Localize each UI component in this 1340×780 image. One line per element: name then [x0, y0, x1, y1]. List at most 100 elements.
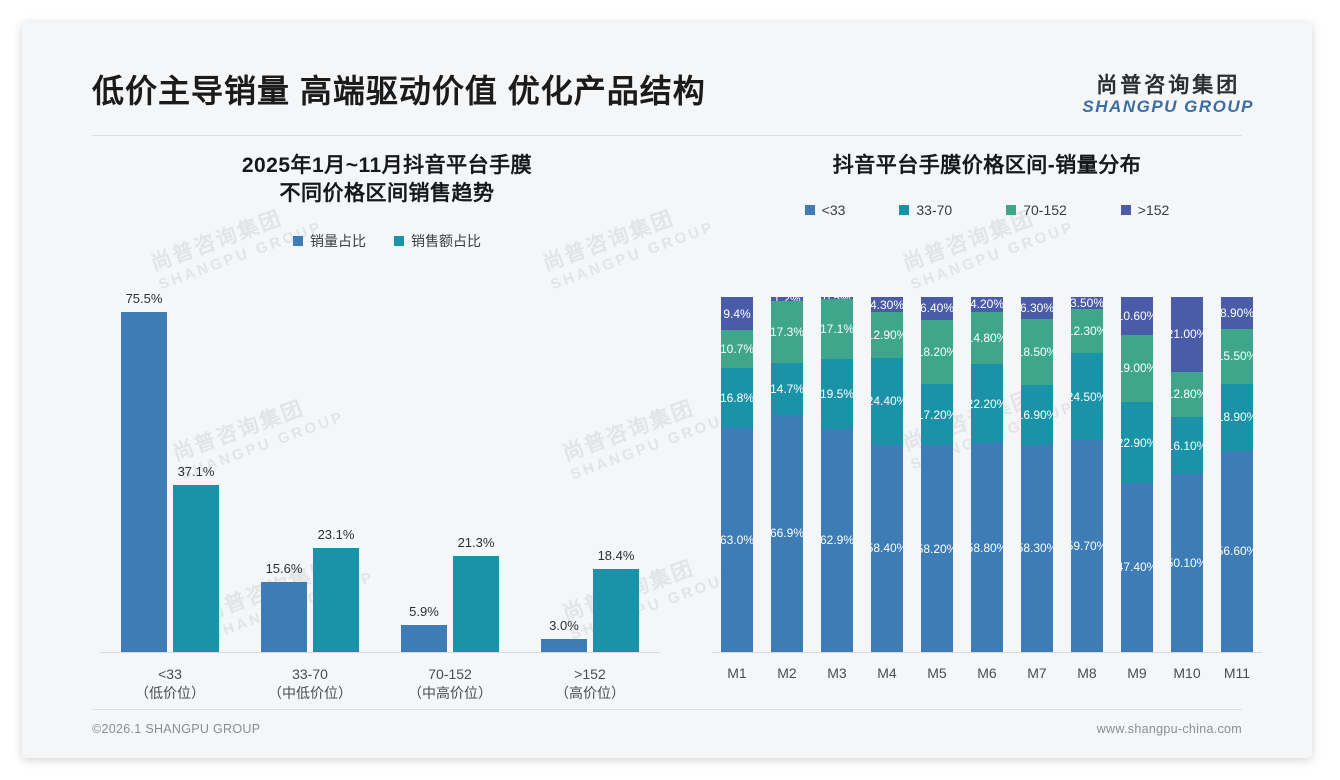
segment-value-label: 19.00%	[1121, 361, 1153, 376]
stacked-segment[interactable]: 56.60%	[1221, 450, 1253, 652]
stacked-segment[interactable]: 14.80%	[971, 311, 1003, 365]
bar-rect[interactable]	[593, 569, 639, 652]
bar-rect[interactable]	[541, 638, 587, 652]
stacked-segment[interactable]: 18.20%	[921, 319, 953, 385]
segment-value-label: 22.90%	[1121, 435, 1153, 450]
stacked-segment[interactable]: 17.1%	[821, 298, 853, 360]
stacked-bar[interactable]: 3.50% 12.30% 24.50% 59.70%	[1071, 297, 1103, 652]
stacked-segment[interactable]: 66.9%	[771, 414, 803, 653]
stacked-segment[interactable]: 12.30%	[1071, 309, 1103, 354]
segment-value-label: 10.60%	[1121, 308, 1153, 323]
stacked-segment[interactable]: 3.50%	[1071, 297, 1103, 310]
stacked-segment[interactable]: 22.20%	[971, 364, 1003, 444]
stacked-segment[interactable]: 17.3%	[771, 301, 803, 363]
stacked-segment[interactable]: 58.80%	[971, 443, 1003, 652]
stacked-segment[interactable]: 9.4%	[721, 297, 753, 331]
bar-rect[interactable]	[173, 485, 219, 652]
category-label: >152 （高价位）	[520, 665, 660, 703]
stacked-segment[interactable]: 8.90%	[1221, 297, 1253, 329]
bar-column[interactable]: 21.3%	[453, 292, 499, 652]
category-label-range: 33-70	[292, 666, 328, 682]
stacked-segment[interactable]: 16.90%	[1021, 385, 1053, 446]
legend-right-item[interactable]: 70-152	[1006, 202, 1067, 218]
category-label-tier: （高价位）	[555, 684, 625, 701]
stacked-segment[interactable]: 10.7%	[721, 330, 753, 369]
stacked-segment[interactable]: 50.10%	[1171, 474, 1203, 652]
stacked-bar[interactable]: 10.60% 19.00% 22.90% 47.40%	[1121, 297, 1153, 652]
bar-rect[interactable]	[401, 625, 447, 652]
stacked-segment[interactable]: 58.20%	[921, 445, 953, 652]
segment-value-label: 63.0%	[721, 532, 753, 547]
stacked-segment[interactable]: 6.30%	[1021, 297, 1053, 320]
stacked-segment[interactable]: 21.00%	[1171, 297, 1203, 372]
category-label-tier: （中低价位）	[268, 684, 352, 701]
stacked-segment[interactable]: 15.50%	[1221, 328, 1253, 384]
legend-left-item[interactable]: 销售额占比	[394, 231, 481, 251]
stacked-segment[interactable]: 19.00%	[1121, 334, 1153, 403]
stacked-segment[interactable]: 14.7%	[771, 362, 803, 415]
month-label: M1	[727, 665, 747, 681]
stacked-segment[interactable]: 58.40%	[871, 444, 903, 652]
stacked-segment[interactable]: 18.50%	[1021, 319, 1053, 386]
segment-value-label: 12.30%	[1071, 324, 1103, 339]
stacked-segment[interactable]: 24.50%	[1071, 353, 1103, 441]
bar-rect[interactable]	[453, 556, 499, 652]
segment-value-label: 17.3%	[771, 324, 803, 339]
stacked-segment[interactable]: 16.10%	[1171, 416, 1203, 475]
stacked-segment[interactable]: 16.8%	[721, 368, 753, 428]
category-label: 70-152 （中高价位）	[380, 665, 520, 703]
legend-label: <33	[821, 202, 846, 219]
stacked-segment[interactable]: 22.90%	[1121, 402, 1153, 484]
stacked-segment[interactable]: 19.5%	[821, 359, 853, 429]
legend-right-item[interactable]: <33	[804, 202, 846, 219]
stacked-segment[interactable]: 63.0%	[721, 427, 753, 652]
category-label-tier: （低价位）	[135, 684, 205, 701]
segment-value-label: 4.20%	[971, 297, 1003, 312]
stacked-segment[interactable]: 10.60%	[1121, 297, 1153, 335]
bar-rect[interactable]	[313, 548, 359, 652]
stacked-bar[interactable]: 4.20% 14.80% 22.20% 58.80%	[971, 297, 1003, 652]
legend-left-item[interactable]: 销量占比	[293, 231, 366, 251]
stacked-bar[interactable]: 21.00% 12.80% 16.10% 50.10%	[1171, 297, 1203, 652]
stacked-bar[interactable]: 0.5% 17.1% 19.5% 62.9%	[821, 297, 853, 652]
bar-column[interactable]: 23.1%	[313, 292, 359, 652]
bar-column[interactable]: 37.1%	[173, 292, 219, 652]
stacked-segment[interactable]: 0.5%	[821, 297, 853, 299]
stacked-segment[interactable]: 12.80%	[1171, 371, 1203, 417]
legend-right-item[interactable]: >152	[1120, 202, 1169, 218]
stacked-segment[interactable]: 62.9%	[821, 428, 853, 652]
stacked-segment[interactable]: 4.20%	[971, 297, 1003, 312]
bar-column[interactable]: 75.5%	[121, 291, 167, 652]
bar-group: 75.5% 37.1%	[100, 291, 240, 652]
bar-rect[interactable]	[121, 312, 167, 652]
bar-column[interactable]: 15.6%	[261, 292, 307, 652]
stacked-segment[interactable]: 6.40%	[921, 297, 953, 320]
stacked-segment[interactable]: 4.30%	[871, 297, 903, 313]
stacked-segment[interactable]: 17.20%	[921, 384, 953, 446]
segment-value-label: 58.30%	[1021, 541, 1053, 556]
stacked-segment[interactable]: 59.70%	[1071, 440, 1103, 652]
segment-value-label: 19.5%	[821, 387, 853, 402]
stacked-bar[interactable]: 4.30% 12.90% 24.40% 58.40%	[871, 297, 903, 652]
bar-column[interactable]: 5.9%	[401, 292, 447, 652]
stacked-bar[interactable]: 9.4% 10.7% 16.8% 63.0%	[721, 297, 753, 652]
stacked-segment[interactable]: 1.2%	[771, 297, 803, 302]
logo-text-cn: 尚普咨询集团	[1096, 74, 1241, 97]
legend-right-item[interactable]: 33-70	[899, 202, 952, 218]
bar-rect[interactable]	[261, 581, 307, 652]
bar-column[interactable]: 18.4%	[593, 292, 639, 652]
stacked-bar[interactable]: 6.30% 18.50% 16.90% 58.30%	[1021, 297, 1053, 652]
stacked-bar[interactable]: 6.40% 18.20% 17.20% 58.20%	[921, 297, 953, 652]
legend-label: 33-70	[916, 202, 953, 219]
stacked-segment[interactable]: 18.90%	[1221, 383, 1253, 451]
bar-group: 3.0% 18.4%	[520, 292, 660, 652]
stacked-bar[interactable]: 1.2% 17.3% 14.7% 66.9%	[771, 297, 803, 653]
bar-column[interactable]: 3.0%	[541, 292, 587, 652]
stacked-segment[interactable]: 24.40%	[871, 358, 903, 445]
stacked-bar[interactable]: 8.90% 15.50% 18.90% 56.60%	[1221, 297, 1253, 652]
stacked-bar-axis-line	[712, 652, 1262, 653]
stacked-segment[interactable]: 12.90%	[871, 312, 903, 359]
stacked-segment[interactable]: 47.40%	[1121, 483, 1153, 652]
stacked-segment[interactable]: 58.30%	[1021, 445, 1053, 652]
segment-value-label: 22.20%	[971, 396, 1003, 411]
